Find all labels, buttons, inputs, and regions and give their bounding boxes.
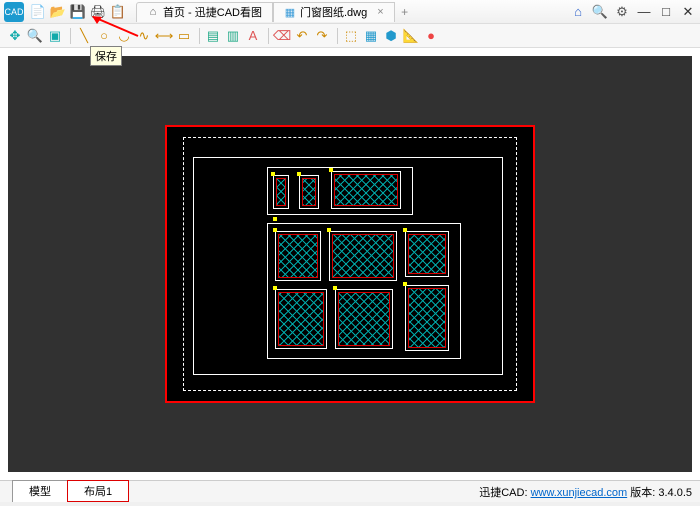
block2-icon[interactable]: ▦ — [362, 27, 380, 45]
tab-label: 门窗图纸.dwg — [300, 4, 367, 20]
window-icon[interactable]: ▣ — [46, 27, 64, 45]
title-bar: CAD 📄📂💾🖨📋 ⌂ 首页 - 迅捷CAD看图 ▦ 门窗图纸.dwg × + ⌂ 🔍 ⚙ —… — [0, 0, 700, 24]
maximize-icon[interactable]: □ — [658, 4, 674, 20]
hatch-fill — [279, 235, 317, 277]
layout-tab[interactable]: 模型 — [12, 480, 68, 502]
block1-icon[interactable]: ⬚ — [342, 27, 360, 45]
zoom2-icon[interactable]: 🔍 — [26, 27, 44, 45]
separator — [337, 28, 338, 44]
window-block — [331, 171, 401, 209]
document-tab[interactable]: ▦ 门窗图纸.dwg × — [273, 2, 395, 22]
marker-icon — [273, 217, 277, 221]
erase-icon[interactable]: ⌫ — [273, 27, 291, 45]
tab-label: 首页 - 迅捷CAD看图 — [163, 4, 262, 20]
tab-close-icon[interactable]: × — [377, 6, 383, 18]
dim-icon[interactable]: ⟷ — [155, 27, 173, 45]
close-icon[interactable]: ✕ — [680, 4, 696, 20]
hatch-fill — [277, 179, 285, 205]
hatch-fill — [333, 235, 393, 277]
tooltip-save: 保存 — [90, 46, 122, 66]
layer1-icon[interactable]: ▤ — [204, 27, 222, 45]
move-icon[interactable]: ✥ — [6, 27, 24, 45]
marker-icon — [271, 172, 275, 176]
new-tab-button[interactable]: + — [395, 5, 415, 19]
marker-icon — [273, 228, 277, 232]
hatch-fill — [303, 179, 315, 205]
new-icon[interactable]: 📄 — [30, 4, 46, 20]
spline-icon[interactable]: ∿ — [135, 27, 153, 45]
hatch-fill — [335, 175, 397, 205]
rect-icon[interactable]: ▭ — [175, 27, 193, 45]
separator — [70, 28, 71, 44]
marker-icon — [403, 282, 407, 286]
toolbar: ✥🔍▣╲○◡∿⟷▭▤▥A⌫↶↷⬚▦⬢📐● 保存 — [0, 24, 700, 48]
undo-icon[interactable]: ↶ — [293, 27, 311, 45]
window-block — [275, 231, 321, 281]
redo-icon[interactable]: ↷ — [313, 27, 331, 45]
marker-icon — [333, 286, 337, 290]
settings-icon[interactable]: ⚙ — [614, 4, 630, 20]
document-tab[interactable]: ⌂ 首页 - 迅捷CAD看图 — [136, 2, 273, 22]
footer-info: 迅捷CAD: www.xunjiecad.com 版本: 3.4.0.5 — [479, 484, 692, 502]
arc-icon[interactable]: ◡ — [115, 27, 133, 45]
hatch-fill — [409, 235, 445, 273]
hatch-fill — [339, 293, 389, 345]
3d-icon[interactable]: ⬢ — [382, 27, 400, 45]
layout-tab[interactable]: 布局1 — [67, 480, 129, 502]
window-block — [273, 175, 289, 209]
hatch-fill — [279, 293, 323, 345]
marker-icon — [403, 228, 407, 232]
save-icon[interactable]: 💾 — [70, 4, 86, 20]
hatch-fill — [409, 289, 445, 347]
drawing-canvas[interactable] — [8, 56, 692, 472]
marker-icon — [273, 286, 277, 290]
footer-version-label: 版本: — [630, 487, 655, 499]
footer-brand: 迅捷CAD: — [479, 487, 527, 499]
home-icon[interactable]: ⌂ — [570, 4, 586, 20]
circle-icon[interactable]: ○ — [95, 27, 113, 45]
status-bar: 模型布局1 迅捷CAD: www.xunjiecad.com 版本: 3.4.0… — [0, 480, 700, 502]
window-block — [405, 285, 449, 351]
dwg-icon: ▦ — [284, 6, 296, 18]
window-block — [329, 231, 397, 281]
footer-version: 3.4.0.5 — [658, 487, 692, 499]
home-icon: ⌂ — [147, 6, 159, 18]
line-icon[interactable]: ╲ — [75, 27, 93, 45]
marker-icon — [297, 172, 301, 176]
text-icon[interactable]: A — [244, 27, 262, 45]
footer-link[interactable]: www.xunjiecad.com — [531, 487, 628, 499]
marker-icon — [327, 228, 331, 232]
separator — [199, 28, 200, 44]
minimize-icon[interactable]: — — [636, 4, 652, 20]
window-block — [335, 289, 393, 349]
canvas-area — [0, 48, 700, 480]
measure-icon[interactable]: 📐 — [402, 27, 420, 45]
app-icon: CAD — [4, 2, 24, 22]
marker-icon — [329, 168, 333, 172]
color-icon[interactable]: ● — [422, 27, 440, 45]
window-block — [405, 231, 449, 277]
separator — [268, 28, 269, 44]
window-block — [299, 175, 319, 209]
export-icon[interactable]: 📋 — [110, 4, 126, 20]
layer2-icon[interactable]: ▥ — [224, 27, 242, 45]
open-icon[interactable]: 📂 — [50, 4, 66, 20]
zoom-icon[interactable]: 🔍 — [592, 4, 608, 20]
window-block — [275, 289, 327, 349]
paper-layout — [165, 125, 535, 403]
print-icon[interactable]: 🖨 — [90, 4, 106, 20]
